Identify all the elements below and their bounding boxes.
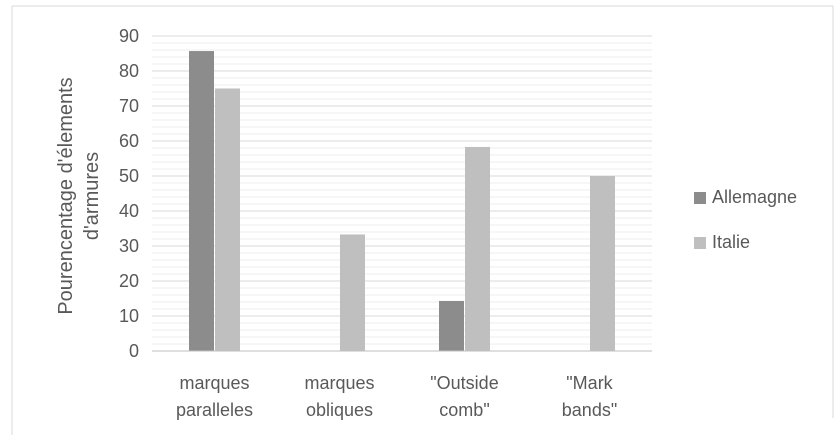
x-category-label: comb" bbox=[439, 400, 489, 420]
y-tick-label: 40 bbox=[119, 201, 139, 221]
x-category-label: paralleles bbox=[176, 400, 253, 420]
y-tick-label: 30 bbox=[119, 236, 139, 256]
bar-allemagne-0 bbox=[189, 51, 214, 352]
x-category-label: bands" bbox=[562, 400, 617, 420]
bar-italie-0 bbox=[215, 88, 240, 351]
x-category-label: obliques bbox=[306, 400, 373, 420]
bar-italie-3 bbox=[590, 176, 615, 351]
y-axis-title: Pourencentage d'élements bbox=[55, 77, 77, 314]
y-tick-label: 10 bbox=[119, 306, 139, 326]
y-tick-label: 0 bbox=[129, 341, 139, 361]
x-category-label: "Outside bbox=[430, 373, 498, 393]
bar-allemagne-2 bbox=[439, 300, 464, 351]
legend-swatch-allemagne bbox=[694, 192, 706, 204]
legend-label-italie: Italie bbox=[712, 232, 750, 252]
x-category-label: marques bbox=[304, 373, 374, 393]
y-tick-label: 60 bbox=[119, 131, 139, 151]
x-category-label: marques bbox=[179, 373, 249, 393]
y-tick-label: 20 bbox=[119, 271, 139, 291]
y-axis-title: d'armures bbox=[81, 152, 103, 240]
y-tick-label: 50 bbox=[119, 166, 139, 186]
bar-italie-1 bbox=[340, 234, 365, 351]
y-tick-label: 70 bbox=[119, 96, 139, 116]
y-tick-label: 80 bbox=[119, 61, 139, 81]
legend-swatch-italie bbox=[694, 237, 706, 249]
bar-italie-2 bbox=[465, 146, 490, 351]
y-tick-label: 90 bbox=[119, 26, 139, 46]
x-category-label: "Mark bbox=[566, 373, 613, 393]
legend-label-allemagne: Allemagne bbox=[712, 187, 797, 207]
